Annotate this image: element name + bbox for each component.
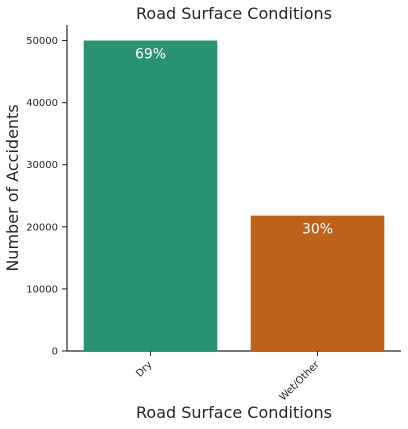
bar-wet-other: [250, 215, 385, 351]
x-ticks: Dry Wet/Other: [134, 351, 322, 403]
y-axis-label: Number of Accidents: [3, 104, 22, 271]
x-tick-label: Wet/Other: [278, 359, 323, 404]
x-axis-label: Road Surface Conditions: [136, 403, 332, 422]
plot-area: 0 10000 20000 30000 40000 50000 69% 30% Dry Wet…: [26, 25, 401, 403]
y-tick-label: 40000: [26, 98, 58, 109]
bar-percentage-label: 30%: [302, 222, 333, 238]
x-tick-label: Dry: [134, 359, 154, 379]
y-tick-label: 50000: [26, 36, 58, 47]
y-ticks: 0 10000 20000 30000 40000 50000: [26, 36, 67, 358]
bar-percentage-label: 69%: [135, 47, 166, 63]
y-tick-label: 10000: [26, 284, 58, 295]
y-tick-label: 20000: [26, 222, 58, 233]
chart-title: Road Surface Conditions: [136, 4, 332, 23]
y-tick-label: 0: [52, 347, 58, 358]
y-tick-label: 30000: [26, 160, 58, 171]
bar-dry: [83, 40, 218, 352]
bars: 69% 30%: [83, 40, 385, 352]
